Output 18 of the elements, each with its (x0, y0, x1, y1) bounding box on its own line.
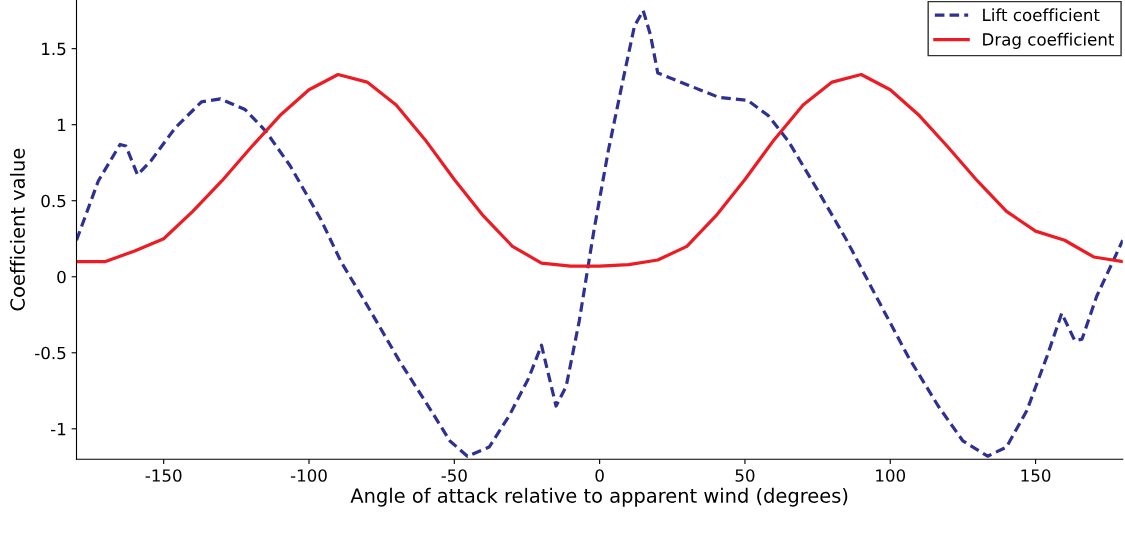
x-tick-label: 0 (595, 469, 604, 482)
x-tick-label: -100 (290, 469, 327, 482)
y-tick-label: 1.5 (42, 42, 66, 56)
y-tick-label: 0.5 (41, 194, 66, 208)
x-tick-label: 50 (735, 469, 755, 482)
y-tick-label: -1 (50, 423, 66, 436)
x-tick-label: 100 (876, 469, 906, 482)
x-tick-label: -50 (441, 469, 467, 482)
y-tick-label: -0.5 (35, 346, 66, 360)
y-axis-title: Coefficient value (9, 148, 25, 311)
legend-label: Lift coefficient (983, 8, 1100, 22)
x-axis-title: Angle of attack relative to apparent wind (degrees) (350, 487, 848, 507)
legend-label: Drag coefficient (983, 32, 1115, 49)
x-tick-label: 150 (1021, 469, 1051, 482)
y-tick-label: 0 (57, 270, 66, 284)
x-tick-label: -150 (145, 469, 182, 482)
y-tick-label: 1 (58, 118, 66, 132)
line-series (76, 72, 1123, 268)
